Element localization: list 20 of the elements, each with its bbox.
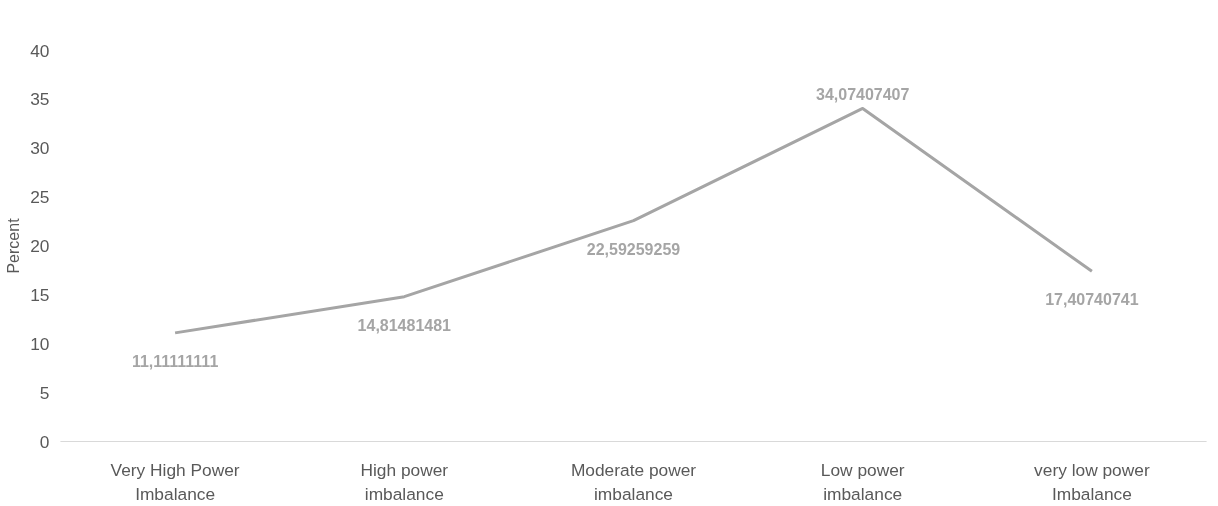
y-tick-label: 25 [30,187,50,208]
y-tick-label: 40 [30,40,50,61]
data-label: 14,81481481 [357,316,452,334]
y-tick-label: 0 [39,431,50,452]
y-axis-title: Percent [5,217,23,274]
y-tick-label: 35 [30,89,50,110]
x-tick-label: Moderate power imbalance [570,459,697,504]
data-label: 22,59259259 [586,240,681,258]
y-tick-label: 5 [39,382,50,403]
y-tick-label: 20 [30,236,50,256]
data-label: 11,11111111 [131,352,219,370]
x-tick-label: very low power Imbalance [1034,459,1150,504]
data-label: 34,07407407 [815,86,910,104]
x-tick-label: Very High Power Imbalance [110,459,240,504]
data-label: 17,40740741 [1045,291,1139,309]
x-tick-label: High power imbalance [360,459,449,504]
y-tick-label: 15 [30,284,50,305]
x-tick-label: Low power imbalance [820,459,905,504]
y-tick-label: 10 [30,333,50,354]
y-tick-label: 30 [30,138,50,159]
